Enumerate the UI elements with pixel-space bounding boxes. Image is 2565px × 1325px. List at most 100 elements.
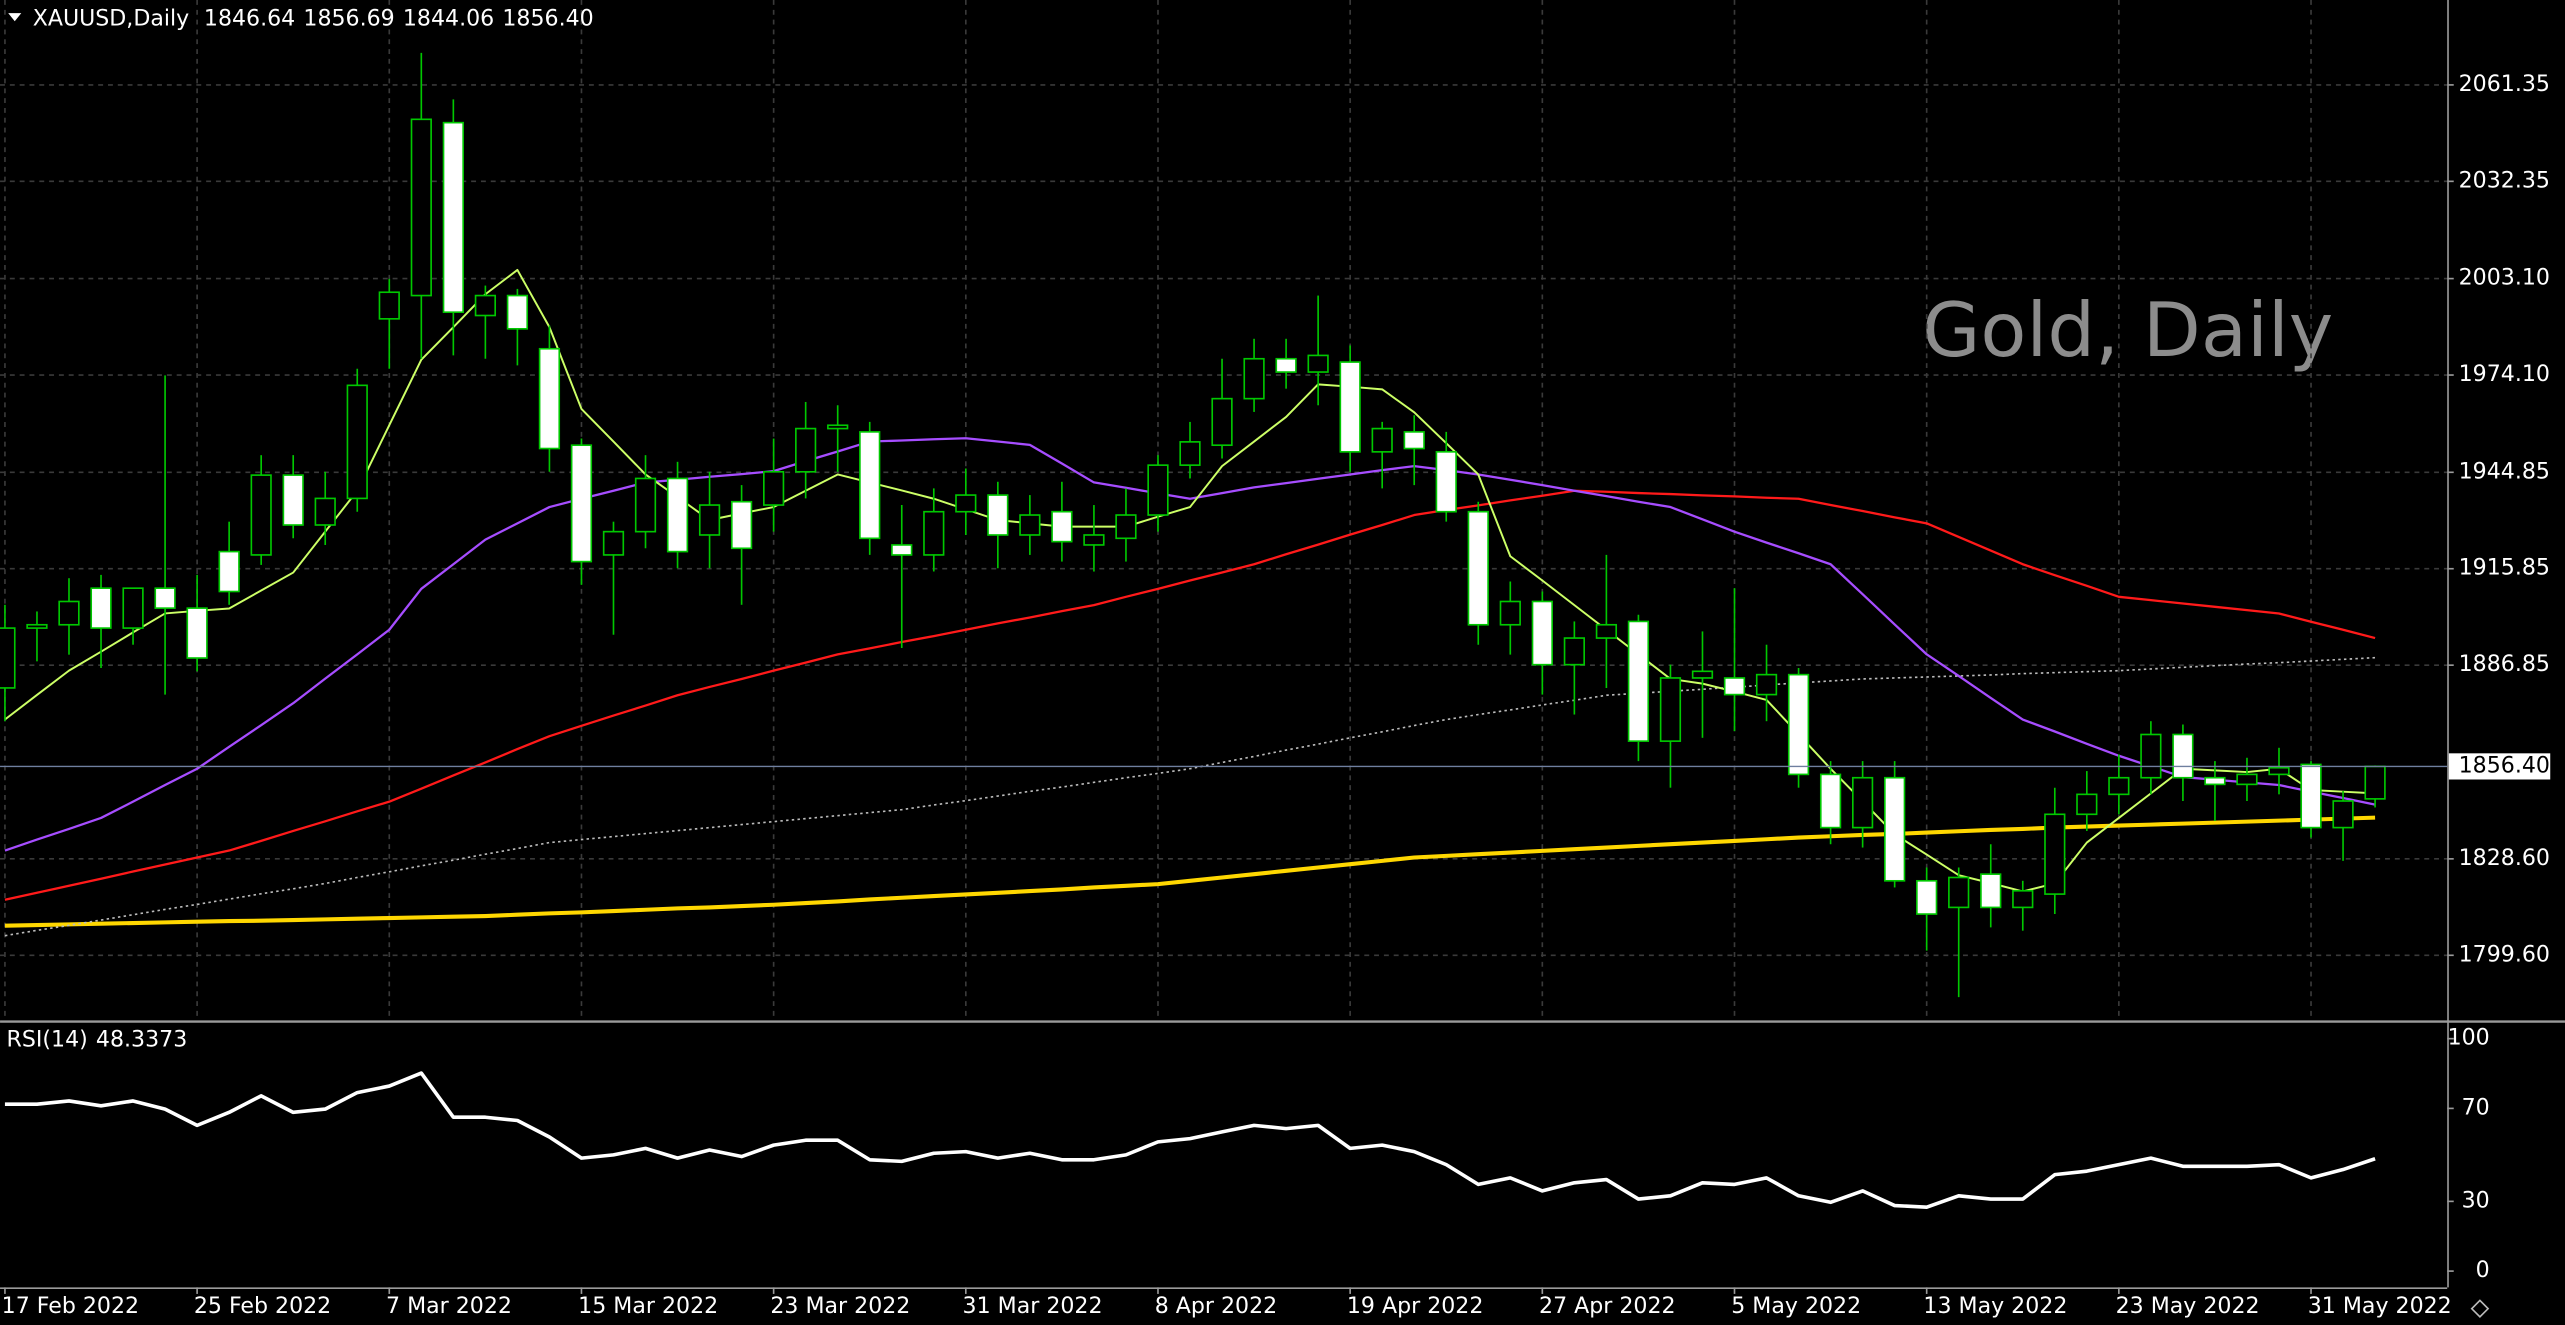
x-tick-label: 7 Mar 2022	[386, 1294, 512, 1319]
candle-body	[538, 347, 561, 450]
candle-body	[1371, 427, 1393, 453]
x-tick-label: 31 Mar 2022	[963, 1294, 1103, 1319]
candle-body	[795, 427, 817, 473]
candle-body	[26, 623, 48, 629]
close-label: 1856.40	[502, 7, 593, 32]
candle-body	[90, 587, 112, 629]
candle-body	[1980, 873, 2002, 909]
y-tick-label: 1886.85	[2459, 652, 2550, 677]
candle-body	[1339, 361, 1361, 453]
candle-body	[1019, 514, 1041, 536]
candle-body	[2236, 773, 2258, 786]
candle-body	[2332, 800, 2354, 829]
moving-average-line	[4, 656, 2376, 937]
candle-body	[410, 118, 432, 297]
candle-body	[0, 627, 16, 689]
x-tick-label: 5 May 2022	[1731, 1294, 1861, 1319]
candle-body	[378, 291, 400, 320]
y-tick-label: 0	[2476, 1258, 2490, 1283]
x-tick-label: 8 Apr 2022	[1155, 1294, 1277, 1319]
candle-body	[1467, 510, 1489, 626]
x-tick-label: 31 May 2022	[2308, 1294, 2452, 1319]
last-price-tag	[2448, 753, 2551, 780]
candle-body	[1499, 600, 1521, 626]
candle-body	[1627, 620, 1650, 742]
candle-body	[282, 474, 304, 526]
candle-body	[602, 530, 625, 556]
candle-body	[2140, 733, 2162, 779]
candle-body	[250, 474, 272, 556]
candle-body	[1115, 514, 1137, 540]
high-label: 1856.69	[303, 7, 394, 32]
candle-body	[1051, 510, 1073, 543]
candle-body	[2204, 776, 2226, 786]
y-tick-label: 70	[2462, 1095, 2490, 1120]
candle-body	[1787, 673, 1810, 776]
logo-mark	[2470, 1299, 2490, 1318]
candle-body	[186, 607, 208, 659]
candle-body	[730, 500, 753, 550]
x-tick-label: 17 Feb 2022	[2, 1294, 139, 1319]
chart-header: XAUUSD,Daily 1846.64 1856.69 1844.06 1856.40	[33, 7, 594, 32]
x-tick-label: 15 Mar 2022	[578, 1294, 718, 1319]
candle-body	[859, 431, 881, 540]
rsi-header: RSI(14) 48.3373	[7, 1027, 188, 1052]
indicator-line	[4, 1071, 2376, 1209]
candle-body	[1147, 464, 1169, 516]
candle-body	[1275, 357, 1297, 373]
candle-body	[923, 510, 945, 556]
candle-body	[1659, 677, 1682, 742]
y-tick-label: 2061.35	[2459, 72, 2550, 97]
candle-body	[1884, 776, 1906, 882]
candle-body	[1179, 441, 1201, 466]
candle-body	[1243, 357, 1265, 400]
candle-body	[1403, 431, 1425, 450]
candle-body	[1916, 879, 1938, 915]
candle-body	[154, 587, 176, 609]
moving-average-line	[4, 815, 2376, 928]
candle-body	[666, 477, 689, 553]
candle-body	[763, 470, 785, 506]
candle-body	[1563, 637, 1585, 666]
candle-body	[1211, 397, 1233, 447]
candle-body	[474, 294, 497, 317]
candle-body	[1595, 623, 1618, 639]
y-tick-label: 1915.85	[2459, 556, 2550, 581]
candle-body	[2364, 765, 2386, 800]
moving-average-line	[4, 268, 2376, 893]
x-tick-label: 23 May 2022	[2116, 1294, 2260, 1319]
last-price-label: 1856.40	[2459, 753, 2550, 778]
candle-body	[987, 494, 1009, 536]
candle-body	[955, 494, 977, 513]
candle-body	[1819, 773, 1842, 829]
x-tick-label: 25 Feb 2022	[194, 1294, 331, 1319]
moving-average-line	[4, 489, 2376, 901]
y-tick-label: 1828.60	[2459, 846, 2550, 871]
candle-body	[570, 444, 593, 563]
low-label: 1844.06	[403, 7, 494, 32]
x-tick-label: 27 Apr 2022	[1539, 1294, 1676, 1319]
candle-body	[1723, 677, 1746, 696]
menu-triangle	[8, 13, 22, 22]
candle-body	[122, 587, 144, 629]
candle-body	[2044, 813, 2066, 895]
y-tick-label: 2003.10	[2459, 266, 2550, 291]
candle-body	[1435, 451, 1457, 513]
candle-body	[2300, 763, 2322, 829]
x-tick-label: 13 May 2022	[1923, 1294, 2067, 1319]
watermark: Gold, Daily	[1922, 286, 2333, 374]
candle-body	[506, 294, 529, 330]
candle-body	[2012, 889, 2034, 909]
candle-body	[827, 424, 849, 430]
candle-body	[2172, 733, 2194, 779]
moving-average-line	[4, 437, 2376, 852]
open-label: 1846.64	[204, 7, 295, 32]
candle-body	[2268, 766, 2290, 776]
candle-body	[58, 600, 80, 626]
candle-body	[698, 504, 721, 536]
candle-body	[442, 121, 464, 314]
